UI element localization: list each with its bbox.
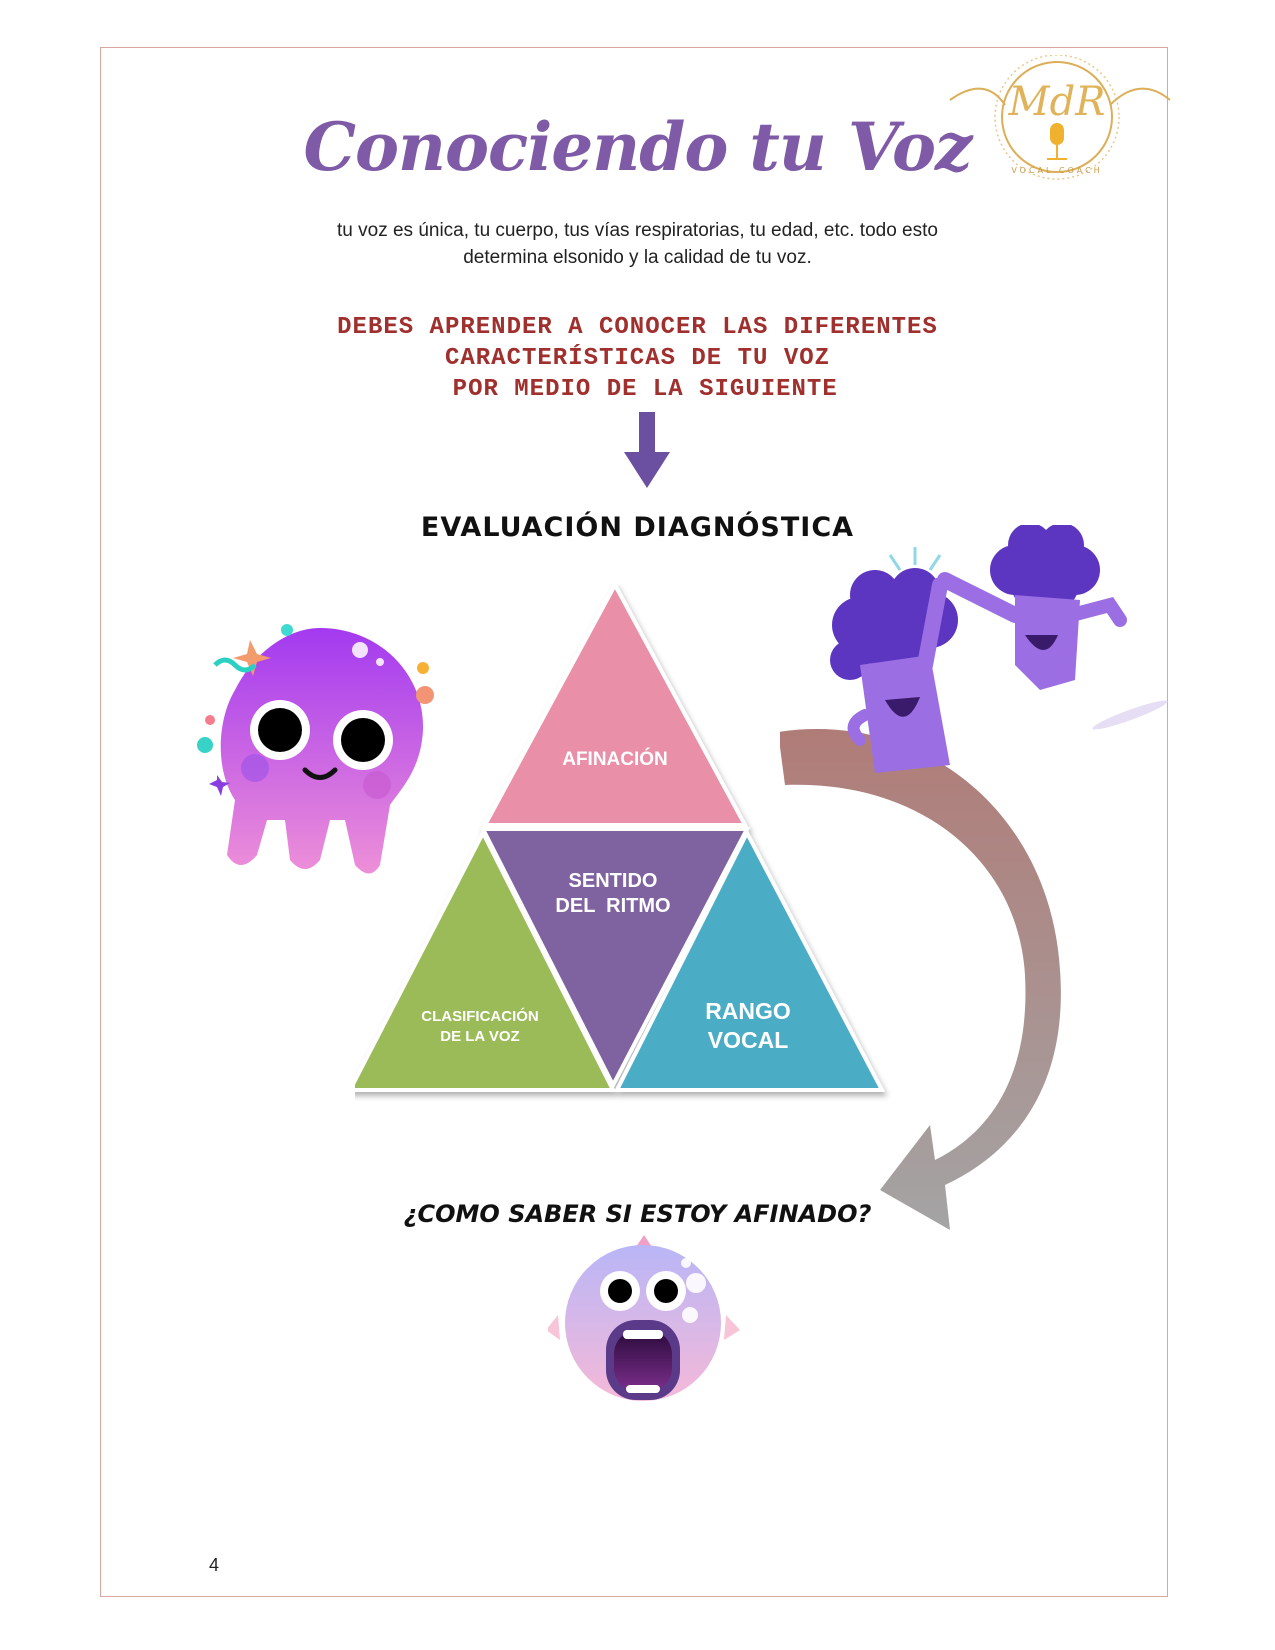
mdr-vocal-coach-logo: MdR VOCAL COACH [949, 55, 1171, 180]
triangle-afinacion [481, 585, 749, 827]
intro-line-1: tu voz es única, tu cuerpo, tus vías res… [337, 220, 938, 241]
label-de-la-voz: DE LA VOZ [440, 1028, 519, 1045]
intro-text: tu voz es única, tu cuerpo, tus vías res… [0, 217, 1275, 271]
logo-caption: VOCAL COACH [1011, 166, 1102, 175]
page-title: Conociendo tu Voz [303, 108, 972, 186]
callout-line-3: POR MEDIO DE LA SIGUIENTE [437, 376, 838, 403]
down-arrow-icon [624, 412, 670, 488]
callout-text: DEBES APRENDER A CONOCER LAS DIFERENTES … [0, 312, 1275, 405]
high-five-characters-illustration [830, 525, 1168, 773]
label-sentido: SENTIDO [569, 870, 658, 892]
label-del-ritmo: DEL RITMO [555, 895, 670, 917]
section-heading: EVALUACIÓN DIAGNÓSTICA [420, 512, 855, 543]
triangle-clasificacion [355, 828, 617, 1092]
page-number: 4 [209, 1555, 220, 1575]
logo-initials: MdR [1008, 79, 1106, 125]
callout-line-2: CARACTERÍSTICAS DE TU VOZ [444, 345, 831, 372]
octopus-character-illustration [197, 624, 434, 874]
label-clasificacion: CLASIFICACIÓN [421, 1007, 539, 1025]
triangle-sentido-ritmo [479, 827, 751, 1090]
question-heading: ¿COMO SABER SI ESTOY AFINADO? [403, 1200, 872, 1228]
triangle-rango-vocal [613, 828, 886, 1092]
callout-line-1: DEBES APRENDER A CONOCER LAS DIFERENTES [337, 314, 938, 341]
label-rango: RANGO [705, 998, 791, 1024]
label-vocal: VOCAL [708, 1027, 789, 1053]
intro-line-2: determina elsonido y la calidad de tu vo… [463, 247, 812, 268]
surprised-fish-illustration [548, 1235, 740, 1401]
curved-arrow-illustration [780, 728, 1061, 1230]
evaluation-triangle-diagram: AFINACIÓN SENTIDO DEL RITMO CLASIFICACIÓ… [355, 585, 886, 1092]
page-border [100, 47, 1168, 1597]
label-afinacion: AFINACIÓN [562, 748, 668, 770]
